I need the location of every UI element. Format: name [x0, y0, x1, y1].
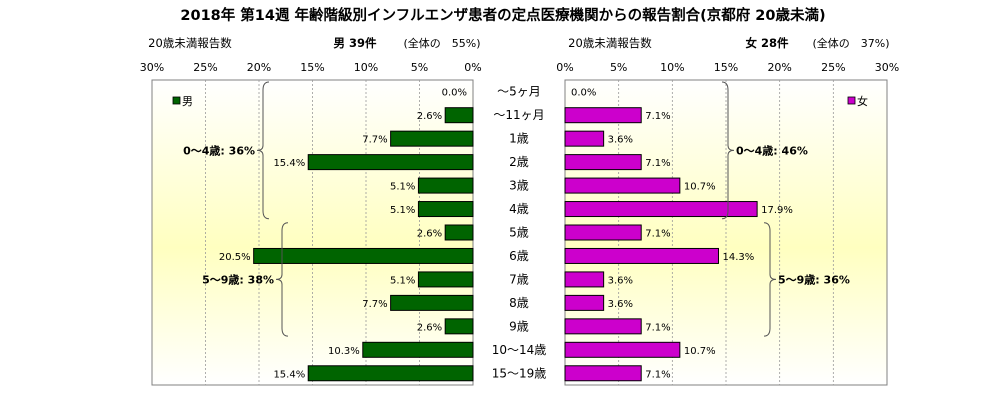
right-data-label: 10.7%	[684, 182, 716, 193]
right-data-label: 3.6%	[608, 135, 633, 146]
left-bar	[362, 341, 474, 358]
left-bar	[390, 130, 474, 147]
left-legend-swatch	[172, 96, 181, 105]
left-header-ratio: (全体の 55%)	[403, 36, 480, 50]
left-data-label: 7.7%	[362, 135, 387, 146]
left-data-label: 10.3%	[328, 346, 360, 357]
category-label: 15～19歳	[492, 366, 547, 380]
chart-title: 2018年 第14週 年齢階級別インフルエンザ患者の定点医療機関からの報告割合(…	[180, 6, 825, 24]
right-group-brace	[763, 222, 777, 337]
left-tick-label: 5%	[411, 61, 428, 74]
left-data-label: 15.4%	[273, 369, 305, 380]
left-tick-label: 15%	[300, 61, 324, 74]
category-label: 7歳	[509, 272, 529, 286]
right-header-count: 女 28件	[745, 36, 789, 50]
left-header-count: 男 39件	[333, 36, 377, 50]
left-data-label: 7.7%	[362, 299, 387, 310]
right-bar	[564, 154, 642, 171]
left-bar	[307, 154, 474, 171]
category-label: 1歳	[509, 132, 529, 146]
left-tick-label: 30%	[140, 61, 164, 74]
right-data-label: 14.3%	[722, 252, 754, 263]
right-tick-label: 25%	[821, 61, 845, 74]
right-data-label: 7.1%	[645, 322, 670, 333]
right-data-label: 10.7%	[684, 346, 716, 357]
right-bar	[564, 247, 719, 264]
category-label: 9歳	[509, 319, 529, 333]
left-legend-label: 男	[182, 95, 193, 108]
left-bar	[417, 177, 474, 194]
right-bar	[564, 130, 605, 147]
category-label: 6歳	[509, 249, 529, 263]
right-bar	[564, 177, 681, 194]
left-group-label: 0～4歳: 36%	[183, 143, 255, 157]
category-label: 10～14歳	[492, 343, 547, 357]
right-bar	[564, 107, 642, 124]
left-bar	[390, 294, 474, 311]
left-data-label: 15.4%	[273, 158, 305, 169]
left-data-label: 5.1%	[390, 275, 415, 286]
right-data-label: 3.6%	[608, 299, 633, 310]
right-data-label: 3.6%	[608, 275, 633, 286]
right-tick-label: 15%	[714, 61, 738, 74]
category-label: 8歳	[509, 296, 529, 310]
left-data-label: 5.1%	[390, 182, 415, 193]
right-header-label: 20歳未満報告数	[568, 36, 652, 50]
right-group-brace	[721, 81, 735, 220]
left-group-brace	[256, 81, 270, 220]
right-tick-label: 5%	[610, 61, 627, 74]
category-label: 2歳	[509, 155, 529, 169]
left-data-label: 0.0%	[442, 88, 467, 99]
left-tick-label: 25%	[193, 61, 217, 74]
left-group-label: 5～9歳: 38%	[202, 272, 274, 286]
right-data-label: 0.0%	[571, 88, 596, 99]
left-data-label: 5.1%	[390, 205, 415, 216]
right-bar	[564, 224, 642, 241]
left-data-label: 2.6%	[417, 322, 442, 333]
left-bar	[253, 247, 474, 264]
left-data-label: 2.6%	[417, 229, 442, 240]
category-label: 5歳	[509, 226, 529, 240]
right-bar	[564, 341, 681, 358]
left-data-label: 2.6%	[417, 111, 442, 122]
right-legend-label: 女	[857, 94, 868, 108]
right-tick-label: 20%	[767, 61, 791, 74]
right-data-label: 17.9%	[761, 205, 793, 216]
left-bar	[444, 107, 474, 124]
right-data-label: 7.1%	[645, 229, 670, 240]
left-tick-label: 0%	[464, 61, 481, 74]
right-bar	[564, 294, 605, 311]
right-group-label: 5～9歳: 36%	[778, 272, 850, 286]
right-data-label: 7.1%	[645, 158, 670, 169]
left-tick-label: 10%	[354, 61, 378, 74]
left-bar	[444, 224, 474, 241]
right-tick-label: 10%	[660, 61, 684, 74]
left-bar	[307, 365, 474, 382]
left-bar	[417, 201, 474, 218]
left-bar	[444, 318, 474, 335]
right-bar	[564, 201, 758, 218]
category-label: ～11ヶ月	[493, 108, 544, 122]
right-header-ratio: (全体の 37%)	[812, 36, 889, 50]
right-group-label: 0～4歳: 46%	[736, 143, 808, 157]
left-group-brace	[275, 222, 289, 337]
category-label: ～5ヶ月	[497, 85, 541, 99]
category-label: 4歳	[509, 202, 529, 216]
left-header-label: 20歳未満報告数	[148, 36, 232, 50]
left-data-label: 20.5%	[219, 252, 251, 263]
right-bar	[564, 271, 605, 288]
right-tick-label: 0%	[556, 61, 573, 74]
left-bar	[417, 271, 474, 288]
right-tick-label: 30%	[875, 61, 899, 74]
right-data-label: 7.1%	[645, 111, 670, 122]
right-bar	[564, 318, 642, 335]
right-legend-swatch	[847, 96, 856, 105]
category-label: 3歳	[509, 179, 529, 193]
left-tick-label: 20%	[247, 61, 271, 74]
right-bar	[564, 365, 642, 382]
right-data-label: 7.1%	[645, 369, 670, 380]
